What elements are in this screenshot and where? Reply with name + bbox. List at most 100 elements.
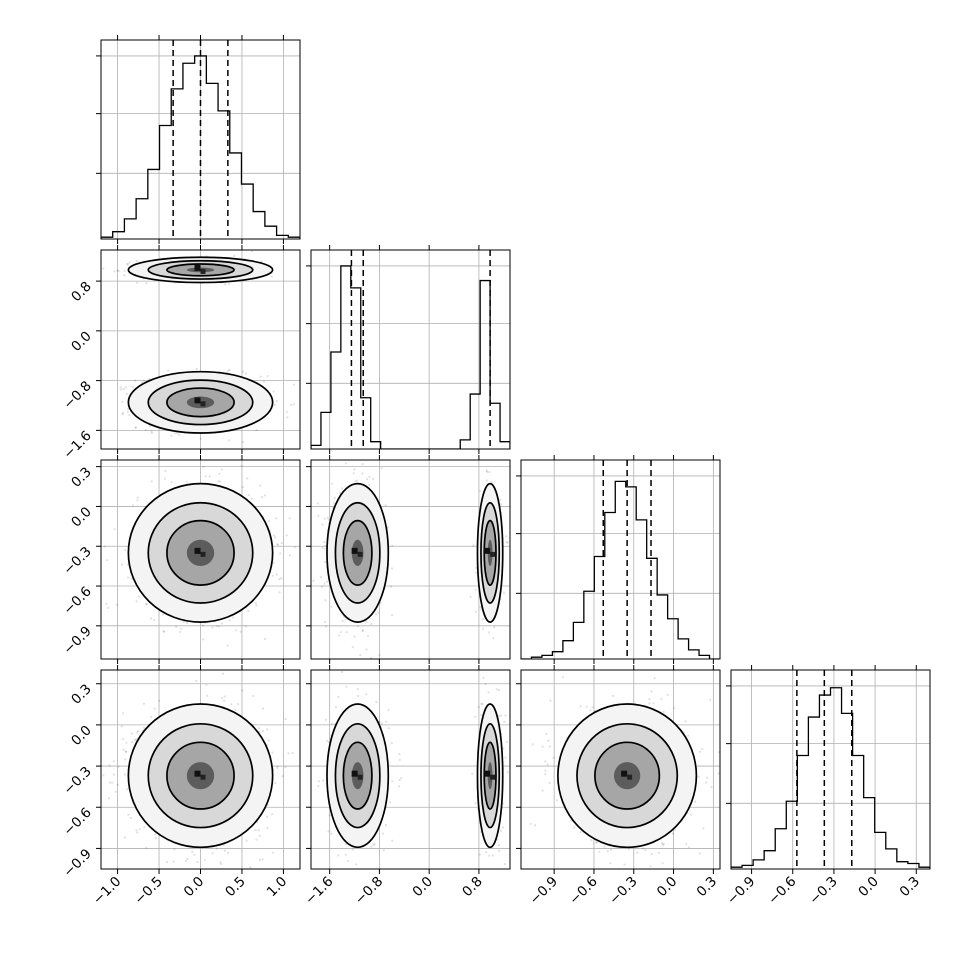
sample-point — [196, 368, 198, 370]
sample-point — [127, 264, 129, 266]
sample-point — [289, 517, 291, 519]
sample-point — [151, 480, 153, 482]
sample-point — [241, 465, 243, 467]
sample-point — [211, 626, 213, 628]
sample-point — [218, 625, 220, 627]
sample-point — [138, 596, 140, 598]
sample-point — [137, 497, 139, 499]
sample-point — [204, 859, 206, 861]
sample-point — [247, 610, 249, 612]
sample-point — [109, 782, 111, 784]
sample-point — [275, 517, 277, 519]
sample-point — [228, 283, 230, 285]
sample-point — [352, 646, 354, 648]
sample-point — [125, 386, 127, 388]
sample-point — [155, 837, 157, 839]
sample-point — [261, 858, 263, 860]
sample-point — [186, 481, 188, 483]
sample-point — [229, 369, 231, 371]
sample-point — [211, 852, 213, 854]
sample-point — [286, 416, 288, 418]
sample-point — [274, 536, 276, 538]
sample-point — [260, 376, 262, 378]
sample-point — [342, 620, 344, 622]
sample-point — [127, 411, 129, 413]
sample-point — [479, 490, 481, 492]
sample-point — [321, 586, 323, 588]
sample-point — [326, 517, 328, 519]
sample-point — [221, 697, 223, 699]
sample-point — [106, 559, 108, 561]
sample-point — [255, 602, 257, 604]
sample-point — [230, 703, 232, 705]
sample-point — [150, 716, 152, 718]
sample-point — [320, 576, 322, 578]
sample-point — [293, 403, 295, 405]
sample-point — [340, 631, 342, 633]
sample-point — [150, 617, 152, 619]
sample-point — [268, 739, 270, 741]
density-peak-cell — [201, 401, 206, 406]
sample-point — [232, 616, 234, 618]
sample-point — [482, 618, 484, 620]
sample-point — [131, 741, 133, 743]
sample-point — [493, 626, 495, 628]
sample-point — [391, 567, 393, 569]
sample-point — [179, 631, 181, 633]
sample-point — [216, 625, 218, 627]
sample-point — [279, 552, 281, 554]
sample-point — [312, 487, 314, 489]
sample-point — [258, 829, 260, 831]
sample-point — [173, 848, 175, 850]
sample-point — [124, 270, 126, 272]
sample-point — [317, 515, 319, 517]
sample-point — [136, 600, 138, 602]
sample-point — [245, 625, 247, 627]
sample-point — [227, 852, 229, 854]
density-peak-cell — [195, 548, 201, 554]
sample-point — [482, 628, 484, 630]
sample-point — [268, 520, 270, 522]
sample-point — [123, 388, 125, 390]
sample-point — [324, 583, 326, 585]
sample-point — [102, 268, 104, 270]
sample-point — [249, 866, 251, 868]
sample-point — [134, 379, 136, 381]
sample-point — [324, 548, 326, 550]
sample-point — [273, 534, 275, 536]
sample-point — [242, 486, 244, 488]
sample-point — [317, 502, 319, 504]
sample-point — [272, 852, 274, 854]
sample-point — [390, 586, 392, 588]
sample-point — [368, 484, 370, 486]
axes-frame — [521, 460, 720, 659]
sample-point — [341, 487, 343, 489]
sample-point — [126, 788, 128, 790]
sample-point — [218, 473, 220, 475]
sample-point — [162, 614, 164, 616]
density-peak-cell — [490, 552, 495, 557]
sample-point — [290, 404, 292, 406]
sample-point — [202, 638, 204, 640]
sample-point — [130, 817, 132, 819]
sample-point — [294, 546, 296, 548]
sample-point — [221, 622, 223, 624]
sample-point — [278, 591, 280, 593]
sample-point — [259, 859, 261, 861]
sample-point — [235, 709, 237, 711]
sample-point — [324, 561, 326, 563]
sample-point — [475, 611, 477, 613]
sample-point — [121, 564, 123, 566]
sample-point — [245, 372, 247, 374]
sample-point — [278, 578, 280, 580]
sample-point — [286, 534, 288, 536]
sample-point — [205, 475, 207, 477]
sample-point — [146, 603, 148, 605]
sample-point — [224, 283, 226, 285]
sample-point — [356, 479, 358, 481]
sample-point — [377, 612, 379, 614]
sample-point — [492, 637, 494, 639]
sample-point — [151, 457, 153, 459]
grid-lines — [521, 460, 720, 659]
sample-point — [362, 629, 364, 631]
